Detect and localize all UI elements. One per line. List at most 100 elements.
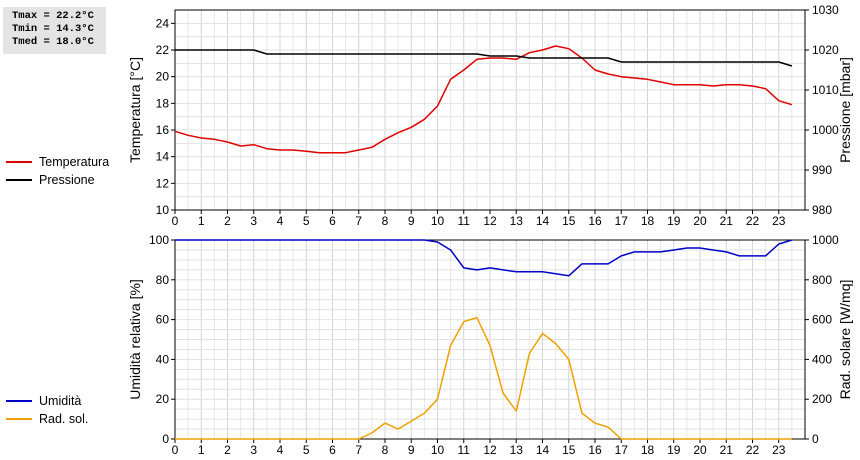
legend-swatch	[6, 161, 32, 163]
panel2-y2-tick-label: 600	[812, 313, 832, 327]
panel1-series-pressione-line	[175, 49, 793, 67]
panel1-x-tick-label: 7	[355, 214, 362, 228]
panel1-x-tick-label: 9	[408, 214, 415, 228]
panel1-y2-tick-label: 990	[812, 163, 832, 177]
panel2-series-umidit-line	[175, 239, 793, 277]
panel1-y-axis-title: Temperatura [°C]	[127, 57, 143, 163]
panel2-x-tick-label: 9	[408, 443, 415, 457]
panel2-x-tick-label: 5	[303, 443, 310, 457]
panel1-y-tick-label: 22	[156, 43, 170, 57]
panel1-y-tick-label: 14	[156, 150, 170, 164]
panel2-y-tick-label: 60	[156, 313, 170, 327]
panel2-x-tick-label: 4	[277, 443, 284, 457]
stats-box: Tmax = 22.2°C Tmin = 14.3°C Tmed = 18.0°…	[3, 7, 106, 54]
legend-swatch	[6, 179, 32, 181]
legend-swatch	[6, 400, 32, 402]
panel2-x-tick-label: 22	[746, 443, 760, 457]
panel2-x-tick-label: 13	[510, 443, 524, 457]
panel1-y-tick-label: 12	[156, 176, 170, 190]
panel1-x-tick-label: 21	[720, 214, 734, 228]
panel2-y-axis-title: Umidità relativa [%]	[127, 279, 143, 400]
panel2-x-tick-label: 18	[641, 443, 655, 457]
panel2-x-tick-label: 10	[431, 443, 445, 457]
panel1-y-tick-label: 16	[156, 123, 170, 137]
panel1-x-tick-label: 3	[250, 214, 257, 228]
panel2-x-tick-label: 11	[458, 443, 471, 457]
panel1-x-tick-label: 1	[198, 214, 205, 228]
panel1-y-tick-label: 20	[156, 70, 170, 84]
legend-item-umidita: Umidità	[6, 392, 88, 410]
panel2-y-tick-label: 100	[149, 233, 169, 247]
panel2-x-tick-label: 15	[562, 443, 576, 457]
panel2-y2-tick-label: 200	[812, 392, 832, 406]
panel2-x-tick-label: 16	[588, 443, 602, 457]
panel1-x-tick-label: 18	[641, 214, 655, 228]
panel2-y2-tick-label: 400	[812, 352, 832, 366]
legend-item-pressione: Pressione	[6, 171, 109, 189]
legend-label: Pressione	[39, 173, 95, 187]
tmin-text: Tmin = 14.3°C	[12, 23, 94, 35]
panel2-x-tick-label: 3	[250, 443, 257, 457]
panel1-x-tick-label: 22	[746, 214, 760, 228]
panel2-x-tick-label: 7	[355, 443, 362, 457]
panel2-y2-tick-label: 800	[812, 273, 832, 287]
panel1-x-tick-label: 12	[483, 214, 497, 228]
panel1-x-tick-label: 23	[772, 214, 786, 228]
panel1-series-temperatura-line	[174, 45, 793, 154]
panel1-x-tick-label: 13	[510, 214, 524, 228]
panel1-x-tick-label: 11	[458, 214, 471, 228]
panel2-y-tick-label: 40	[156, 352, 170, 366]
panel2-x-tick-label: 14	[536, 443, 550, 457]
legend-label: Umidità	[39, 394, 82, 408]
panel1-y-tick-label: 10	[156, 203, 170, 217]
legend-swatch	[6, 418, 32, 420]
panel1-x-tick-label: 15	[562, 214, 576, 228]
panel2-x-tick-label: 21	[720, 443, 734, 457]
panel2-y2-tick-label: 0	[812, 432, 819, 446]
panel1-x-tick-label: 20	[693, 214, 707, 228]
tmax-text: Tmax = 22.2°C	[12, 10, 94, 22]
panel1-x-tick-label: 19	[667, 214, 681, 228]
panel1-x-tick-label: 8	[382, 214, 389, 228]
panel2-x-tick-label: 23	[772, 443, 786, 457]
panel1-x-tick-label: 6	[329, 214, 336, 228]
panel1-x-tick-label: 5	[303, 214, 310, 228]
panel2-x-tick-label: 17	[615, 443, 629, 457]
panel2-x-tick-label: 8	[382, 443, 389, 457]
panel1-x-tick-label: 17	[615, 214, 629, 228]
panel2-x-tick-label: 12	[483, 443, 497, 457]
panel2-y2-axis-title: Rad. solare [W/mq]	[837, 280, 853, 400]
panel2-x-tick-label: 19	[667, 443, 681, 457]
panel1-x-tick-label: 0	[172, 214, 179, 228]
panel1-y2-tick-label: 1010	[812, 83, 839, 97]
panel1-x-tick-label: 16	[588, 214, 602, 228]
panel2-x-tick-label: 1	[198, 443, 205, 457]
legend-label: Rad. sol.	[39, 412, 89, 426]
panel2-y-tick-label: 20	[156, 392, 170, 406]
panel2-x-tick-label: 0	[172, 443, 179, 457]
panel2-y-tick-label: 0	[162, 432, 169, 446]
legend-label: Temperatura	[39, 155, 110, 169]
panel1-x-tick-label: 14	[536, 214, 550, 228]
legend-top: Temperatura Pressione	[6, 153, 109, 189]
legend-bottom: Umidità Rad. sol.	[6, 392, 88, 428]
panel2-y-tick-label: 80	[156, 273, 170, 287]
panel2-x-tick-label: 2	[224, 443, 231, 457]
legend-item-temperatura: Temperatura	[6, 153, 109, 171]
panel1-x-tick-label: 4	[277, 214, 284, 228]
panel1-y2-axis-title: Pressione [mbar]	[837, 57, 853, 163]
panel1-x-tick-label: 10	[431, 214, 445, 228]
panel1-y2-tick-label: 1020	[812, 43, 839, 57]
panel2-series-rad-sol-line	[175, 316, 792, 440]
panel2-x-tick-label: 20	[693, 443, 707, 457]
panel1-y2-tick-label: 1030	[812, 3, 839, 17]
panel1-y-tick-label: 18	[156, 96, 170, 110]
panel2-y2-tick-label: 1000	[812, 233, 839, 247]
panel1-y2-tick-label: 980	[812, 203, 832, 217]
panel2-x-tick-label: 6	[329, 443, 336, 457]
panel1-y2-tick-label: 1000	[812, 123, 839, 137]
tmed-text: Tmed = 18.0°C	[12, 36, 94, 48]
legend-item-radsol: Rad. sol.	[6, 410, 88, 428]
panel1-y-tick-label: 24	[156, 16, 170, 30]
